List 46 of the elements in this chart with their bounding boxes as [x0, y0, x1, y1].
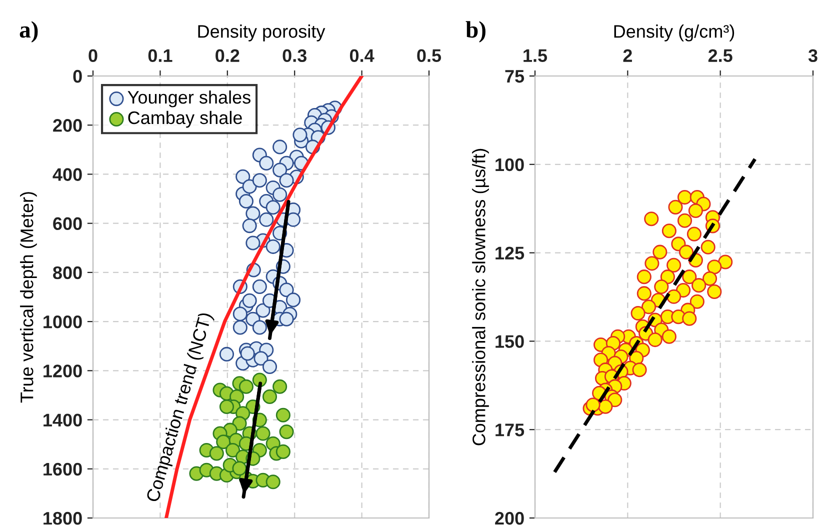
y-tick-label: 0	[73, 70, 82, 83]
legend-label: Younger shales	[128, 90, 250, 108]
x-tick-label: 0.2	[216, 49, 240, 62]
y-axis-title: True vertical depth (Meter)	[20, 192, 37, 403]
x-tick-label: 2	[623, 49, 632, 62]
point	[232, 461, 247, 476]
y-tick-label: 400	[52, 168, 82, 181]
point	[262, 389, 278, 404]
point	[276, 444, 290, 459]
y-axis-title: Compressional sonic slowness (µs/ft)	[472, 148, 489, 446]
y-tick-label: 150	[496, 335, 524, 348]
point	[279, 424, 294, 440]
y-tick-label: 600	[53, 217, 82, 230]
y-tick-label: 1200	[44, 364, 82, 378]
y-tick-label: 1000	[44, 315, 82, 328]
text: a)	[20, 21, 38, 43]
text: b)	[466, 21, 486, 43]
point	[272, 379, 288, 394]
point	[276, 408, 290, 422]
y-tick-label: 1600	[44, 462, 82, 476]
y-tick-label: 125	[496, 246, 524, 260]
point	[219, 399, 234, 414]
y-tick-label: 200	[495, 512, 524, 525]
x-tick-label: 0.1	[148, 49, 172, 62]
point	[256, 426, 270, 441]
point	[225, 442, 240, 458]
y-tick-label: 75	[505, 70, 524, 83]
x-axis-title: Density porosity	[198, 24, 326, 42]
x-tick-label: 1.5	[524, 49, 548, 62]
x-tick-label: 2.5	[708, 49, 732, 62]
point	[238, 379, 254, 394]
x-tick-label: 0	[88, 49, 98, 62]
y-tick-label: 175	[496, 424, 524, 436]
y-tick-label: 1400	[44, 414, 82, 426]
y-tick-label: 200	[53, 119, 82, 132]
x-tick-label: 0.4	[350, 49, 374, 62]
y-tick-label: 800	[53, 266, 82, 280]
y-tick-label: 1800	[44, 512, 82, 525]
y-tick-label: 100	[496, 158, 524, 172]
legend-label: Cambay shale	[128, 110, 242, 128]
point	[266, 474, 280, 490]
x-tick-label: 0.5	[417, 49, 442, 62]
x-axis-title: Density (g/cm³)	[614, 24, 734, 42]
x-tick-label: 0.3	[282, 49, 306, 62]
x-tick-label: 3	[808, 49, 818, 62]
point	[209, 446, 224, 461]
